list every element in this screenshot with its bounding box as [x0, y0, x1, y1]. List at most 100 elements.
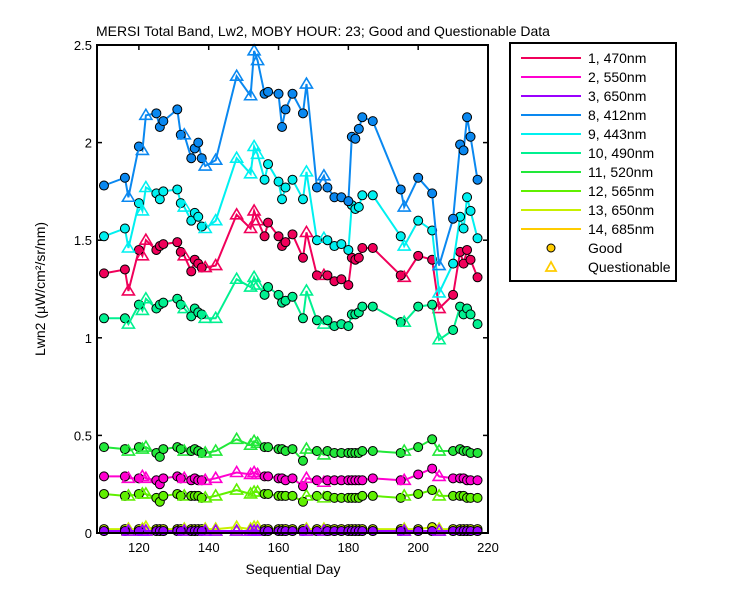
good-point	[280, 104, 291, 115]
good-point	[357, 301, 368, 312]
good-point	[367, 116, 378, 127]
good-point	[472, 492, 483, 503]
questionable-point	[243, 466, 259, 480]
questionable-point	[299, 224, 314, 238]
good-point	[280, 182, 291, 193]
questionable-point	[299, 523, 314, 536]
questionable-point	[176, 300, 192, 314]
good-point	[367, 301, 378, 312]
good-point	[462, 112, 473, 123]
legend-label: Questionable	[588, 259, 671, 275]
good-point	[193, 211, 204, 222]
legend: 1, 470nm 2, 550nm 3, 650nm 8, 412nm 9, 443nm…	[509, 42, 677, 282]
questionable-point	[138, 523, 154, 536]
good-point	[343, 280, 354, 291]
questionable-point	[208, 310, 224, 324]
plot-area	[98, 43, 483, 537]
good-point	[263, 217, 274, 228]
good-point	[353, 202, 364, 213]
questionable-point	[243, 220, 259, 234]
good-point	[172, 237, 183, 248]
good-point	[273, 231, 284, 242]
good-point	[448, 258, 459, 269]
questionable-point	[197, 259, 213, 273]
questionable-point	[229, 68, 245, 82]
questionable-point	[121, 523, 136, 536]
good-point	[186, 266, 197, 277]
questionable-point	[208, 152, 224, 165]
good-point	[413, 250, 424, 261]
good-point	[472, 447, 483, 458]
y-tick-label: 0	[85, 526, 92, 541]
good-point	[133, 198, 144, 209]
questionable-point	[229, 431, 245, 445]
questionable-point	[138, 291, 154, 304]
y-tick-label: 0.5	[74, 428, 92, 443]
questionable-point	[208, 523, 224, 536]
good-point	[287, 229, 298, 240]
questionable-point	[121, 189, 136, 203]
good-point	[357, 446, 368, 457]
series-line	[103, 142, 479, 297]
good-point	[413, 301, 424, 312]
good-point	[287, 174, 298, 185]
questionable-point	[229, 207, 245, 220]
legend-label: 11, 520nm	[588, 164, 653, 180]
questionable-point	[138, 179, 154, 193]
questionable-point	[134, 248, 150, 261]
good-point	[297, 313, 308, 324]
good-point	[413, 526, 424, 537]
questionable-point	[299, 441, 314, 454]
questionable-point	[176, 199, 192, 212]
legend-box	[509, 42, 677, 282]
good-point	[98, 231, 109, 242]
questionable-point	[299, 488, 314, 501]
good-point	[172, 104, 183, 115]
series-8-412nm	[98, 43, 483, 271]
good-point	[158, 526, 169, 537]
good-point	[311, 235, 322, 246]
good-point	[259, 174, 270, 185]
good-point	[158, 473, 169, 484]
good-point	[98, 180, 109, 191]
questionable-point	[229, 482, 245, 495]
legend-label: 9, 443nm	[588, 126, 646, 142]
questionable-point	[243, 88, 259, 101]
x-tick-label: 180	[338, 540, 360, 555]
good-point	[413, 488, 424, 499]
questionable-point	[197, 310, 213, 324]
good-point	[465, 205, 476, 216]
questionable-point	[134, 142, 150, 156]
questionable-point	[246, 43, 262, 56]
good-point	[448, 213, 459, 224]
questionable-point	[431, 285, 447, 298]
good-point	[263, 159, 274, 170]
questionable-point	[121, 240, 136, 253]
questionable-point	[246, 269, 262, 283]
series-12-565nm	[98, 482, 483, 507]
questionable-point	[121, 316, 136, 329]
questionable-point	[431, 332, 447, 345]
legend-label: 8, 412nm	[588, 107, 646, 123]
good-point	[343, 196, 354, 207]
good-point	[98, 526, 109, 537]
good-point	[98, 268, 109, 279]
good-point	[172, 184, 183, 195]
questionable-point	[197, 472, 213, 486]
good-point	[350, 133, 361, 144]
good-point	[263, 442, 274, 453]
good-point	[263, 488, 274, 499]
questionable-point	[138, 486, 154, 499]
questionable-point	[121, 283, 136, 296]
good-point	[472, 475, 483, 486]
y-tick-label: 1.5	[74, 233, 92, 248]
good-point	[287, 444, 298, 455]
questionable-point	[299, 470, 314, 484]
legend-label: 3, 650nm	[588, 88, 646, 104]
good-point	[297, 252, 308, 263]
good-point	[119, 223, 130, 234]
good-point	[413, 469, 424, 480]
questionable-point	[138, 232, 154, 245]
good-point	[280, 237, 291, 248]
questionable-point	[134, 441, 150, 454]
